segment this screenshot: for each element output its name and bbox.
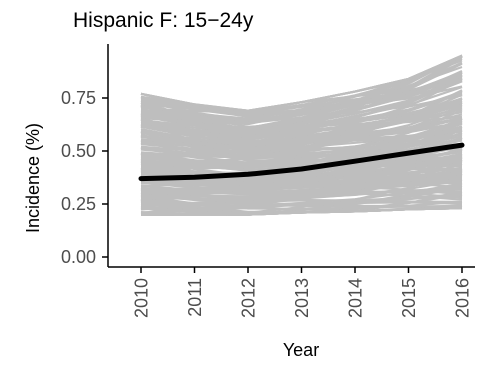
simulation-line bbox=[140, 167, 463, 192]
simulation-line bbox=[140, 70, 463, 119]
simulation-line bbox=[140, 62, 463, 125]
simulation-line bbox=[140, 175, 463, 195]
chart-title: Hispanic F: 15−24y bbox=[73, 9, 254, 32]
simulation-line bbox=[140, 113, 463, 151]
y-axis-ticks: 0.00 0.25 0.50 0.75 bbox=[61, 88, 108, 267]
x-tick-label: 2014 bbox=[346, 278, 366, 318]
x-tick-label: 2012 bbox=[239, 278, 259, 318]
simulation-lines bbox=[140, 54, 463, 216]
x-axis-ticks: 2010 2011 2012 2013 2014 2015 2016 bbox=[132, 267, 473, 318]
simulation-line bbox=[140, 74, 463, 130]
simulation-line bbox=[140, 133, 463, 159]
x-tick-label: 2013 bbox=[292, 278, 312, 318]
y-tick-label: 0.25 bbox=[61, 194, 96, 214]
simulation-line bbox=[140, 105, 463, 165]
x-tick-label: 2016 bbox=[453, 278, 473, 318]
simulation-line bbox=[140, 172, 463, 196]
simulation-line bbox=[140, 188, 463, 196]
y-tick-label: 0.50 bbox=[61, 141, 96, 161]
simulation-line bbox=[140, 90, 463, 131]
simulation-line bbox=[140, 79, 463, 135]
simulation-line bbox=[140, 121, 463, 177]
y-tick-label: 0.75 bbox=[61, 88, 96, 108]
simulation-line bbox=[140, 54, 463, 130]
mean-line bbox=[138, 142, 465, 182]
simulation-line bbox=[140, 154, 463, 180]
y-axis-title: Incidence (%) bbox=[23, 123, 43, 233]
simulation-line bbox=[140, 119, 463, 166]
x-tick-label: 2015 bbox=[399, 278, 419, 318]
simulation-line bbox=[140, 101, 463, 158]
simulation-upper-line bbox=[140, 54, 463, 112]
simulation-line bbox=[140, 167, 463, 201]
simulation-line bbox=[140, 187, 463, 209]
x-tick-label: 2010 bbox=[132, 278, 152, 318]
y-tick-label: 0.00 bbox=[61, 247, 96, 267]
simulation-lower-line bbox=[141, 207, 463, 216]
x-axis-title: Year bbox=[283, 340, 319, 360]
simulation-line bbox=[140, 200, 463, 214]
x-tick-label: 2011 bbox=[185, 278, 205, 317]
